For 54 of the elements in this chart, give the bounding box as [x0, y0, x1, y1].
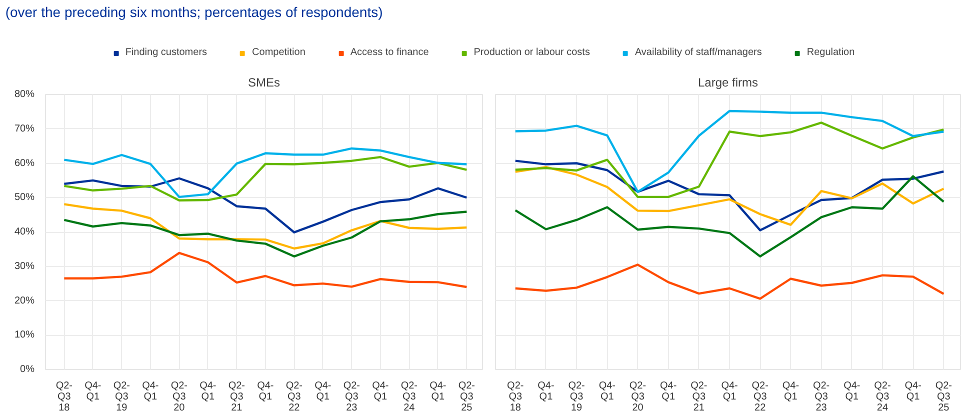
x-tick-label: Q4- Q1	[257, 380, 274, 402]
y-tick-label: 30%	[14, 260, 35, 272]
x-tick-label: Q2- Q3 24	[400, 380, 418, 414]
x-tick-label: Q2- Q3 20	[629, 380, 646, 414]
x-tick-label: Q4- Q1	[904, 380, 922, 402]
x-tick-label: Q4- Q1	[200, 380, 216, 402]
x-tick-label: Q2- Q3 20	[170, 380, 188, 414]
x-tick-label: Q4- Q1	[84, 380, 102, 402]
x-tick-label: Q4- Q1	[782, 380, 800, 402]
chart-subtitle: (over the preceding six months; percentages of respondents)	[5, 4, 383, 20]
x-tick-label: Q4- Q1	[430, 380, 446, 402]
x-tick-label: Q2- Q3 21	[228, 380, 246, 414]
y-tick-label: 10%	[14, 330, 35, 341]
legend-label: Regulation	[806, 47, 855, 58]
chart-title: Large firms	[698, 76, 758, 90]
chart-title: SMEs	[248, 76, 280, 90]
x-tick-label: Q4- Q1	[660, 380, 677, 402]
y-tick-label: 80%	[14, 89, 35, 100]
x-tick-label: Q4- Q1	[142, 380, 159, 402]
x-tick-label: Q2- Q3 19	[568, 380, 585, 414]
x-tick-label: Q4- Q1	[598, 380, 616, 402]
x-tick-label: Q2- Q3 25	[458, 380, 476, 414]
line-series	[63, 203, 468, 250]
x-tick-label: Q2- Q3 22	[286, 380, 303, 414]
x-tick-label: Q2- Q3 25	[935, 380, 952, 414]
y-tick-label: 60%	[14, 158, 35, 169]
x-tick-label: Q4- Q1	[844, 380, 860, 402]
x-tick-label: Q2- Q3 24	[874, 380, 891, 414]
x-tick-label: Q2- Q3 19	[113, 380, 130, 414]
y-tick-label: 20%	[14, 295, 35, 306]
x-tick-label: Q2- Q3 21	[690, 380, 708, 414]
x-tick-label: Q4- Q1	[314, 380, 332, 402]
legend-label: Competition	[252, 47, 306, 58]
y-tick-label: 70%	[14, 123, 35, 134]
legend-label: Availability of staff/managers	[634, 47, 762, 58]
x-tick-label: Q4- Q1	[721, 380, 738, 402]
x-tick-label: Q4- Q1	[538, 380, 554, 402]
legend-label: Finding customers	[125, 47, 208, 58]
x-tick-label: Q4- Q1	[372, 380, 389, 402]
line-series	[63, 177, 468, 234]
legend-label: Production or labour costs	[474, 47, 590, 58]
y-tick-label: 0%	[20, 364, 35, 375]
x-tick-label: Q2- Q3 23	[812, 380, 830, 414]
line-series	[63, 252, 468, 288]
y-tick-label: 50%	[14, 192, 35, 204]
y-tick-label: 40%	[14, 226, 35, 238]
x-tick-label: Q2- Q3 18	[56, 380, 73, 414]
x-tick-label: Q2- Q3 22	[752, 380, 768, 414]
line-series	[63, 210, 468, 258]
line-series	[63, 156, 468, 202]
x-tick-label: Q2- Q3 18	[507, 380, 524, 414]
x-tick-label: Q2- Q3 23	[343, 380, 360, 414]
line-series	[63, 147, 468, 198]
legend-label: Access to finance	[350, 47, 429, 58]
